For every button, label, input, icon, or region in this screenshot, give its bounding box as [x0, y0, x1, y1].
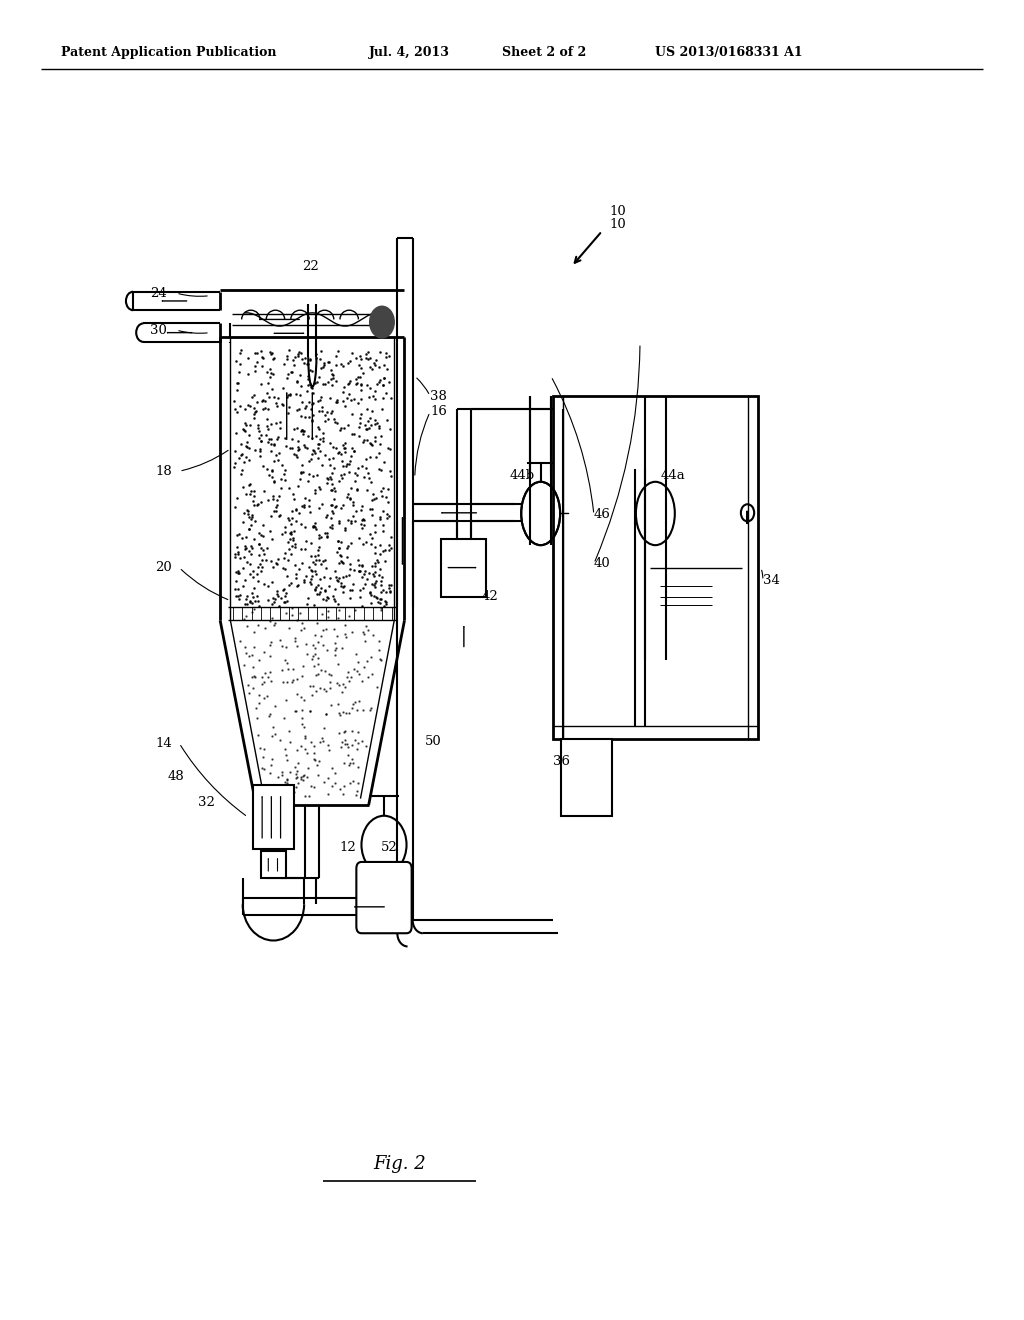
- Text: 52: 52: [381, 841, 397, 854]
- Text: 48: 48: [168, 770, 184, 783]
- Text: US 2013/0168331 A1: US 2013/0168331 A1: [655, 46, 803, 59]
- Text: 46: 46: [594, 508, 610, 521]
- Text: 14: 14: [156, 737, 172, 750]
- Bar: [253, 785, 294, 849]
- Text: Jul. 4, 2013: Jul. 4, 2013: [369, 46, 450, 59]
- Text: 10: 10: [609, 205, 626, 218]
- Text: 16: 16: [430, 405, 446, 418]
- Bar: [441, 539, 486, 597]
- FancyBboxPatch shape: [356, 862, 412, 933]
- Text: 10: 10: [609, 218, 626, 231]
- Circle shape: [370, 306, 394, 338]
- Text: 30: 30: [151, 323, 167, 337]
- Text: 42: 42: [481, 590, 498, 603]
- Text: 36: 36: [553, 755, 569, 768]
- Text: 12: 12: [340, 841, 356, 854]
- Text: 22: 22: [302, 260, 318, 273]
- Text: Sheet 2 of 2: Sheet 2 of 2: [502, 46, 586, 59]
- Text: 34: 34: [763, 574, 779, 587]
- Ellipse shape: [636, 482, 675, 545]
- Text: 38: 38: [430, 389, 446, 403]
- Bar: [561, 739, 612, 816]
- Text: Fig. 2: Fig. 2: [373, 1155, 426, 1173]
- Text: 20: 20: [156, 561, 172, 574]
- Ellipse shape: [521, 482, 560, 545]
- Text: 32: 32: [199, 796, 215, 809]
- Text: 50: 50: [425, 735, 441, 748]
- Text: 24: 24: [151, 286, 167, 300]
- Text: 40: 40: [594, 557, 610, 570]
- Bar: [553, 396, 758, 739]
- Text: 18: 18: [156, 465, 172, 478]
- Text: 44a: 44a: [660, 469, 685, 482]
- Text: 44b: 44b: [510, 469, 535, 482]
- Text: Patent Application Publication: Patent Application Publication: [61, 46, 276, 59]
- Bar: [261, 851, 286, 878]
